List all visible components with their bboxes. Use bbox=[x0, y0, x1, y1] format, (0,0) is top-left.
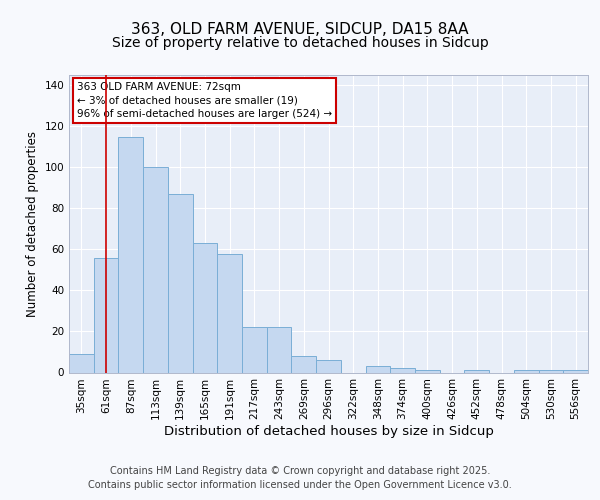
Bar bbox=[464, 370, 489, 372]
Bar bbox=[514, 370, 539, 372]
X-axis label: Distribution of detached houses by size in Sidcup: Distribution of detached houses by size … bbox=[164, 425, 493, 438]
Bar bbox=[365, 366, 390, 372]
Text: Size of property relative to detached houses in Sidcup: Size of property relative to detached ho… bbox=[112, 36, 488, 50]
Text: 363, OLD FARM AVENUE, SIDCUP, DA15 8AA: 363, OLD FARM AVENUE, SIDCUP, DA15 8AA bbox=[131, 22, 469, 36]
Bar bbox=[316, 360, 341, 372]
Text: 363 OLD FARM AVENUE: 72sqm
← 3% of detached houses are smaller (19)
96% of semi-: 363 OLD FARM AVENUE: 72sqm ← 3% of detac… bbox=[77, 82, 332, 119]
Bar bbox=[94, 258, 118, 372]
Bar bbox=[267, 328, 292, 372]
Bar bbox=[143, 168, 168, 372]
Bar bbox=[193, 243, 217, 372]
Bar bbox=[539, 370, 563, 372]
Text: Contains HM Land Registry data © Crown copyright and database right 2025.
Contai: Contains HM Land Registry data © Crown c… bbox=[88, 466, 512, 489]
Bar bbox=[168, 194, 193, 372]
Bar bbox=[292, 356, 316, 372]
Bar bbox=[390, 368, 415, 372]
Bar bbox=[217, 254, 242, 372]
Bar bbox=[415, 370, 440, 372]
Bar bbox=[242, 328, 267, 372]
Y-axis label: Number of detached properties: Number of detached properties bbox=[26, 130, 39, 317]
Bar bbox=[563, 370, 588, 372]
Bar bbox=[69, 354, 94, 372]
Bar bbox=[118, 136, 143, 372]
